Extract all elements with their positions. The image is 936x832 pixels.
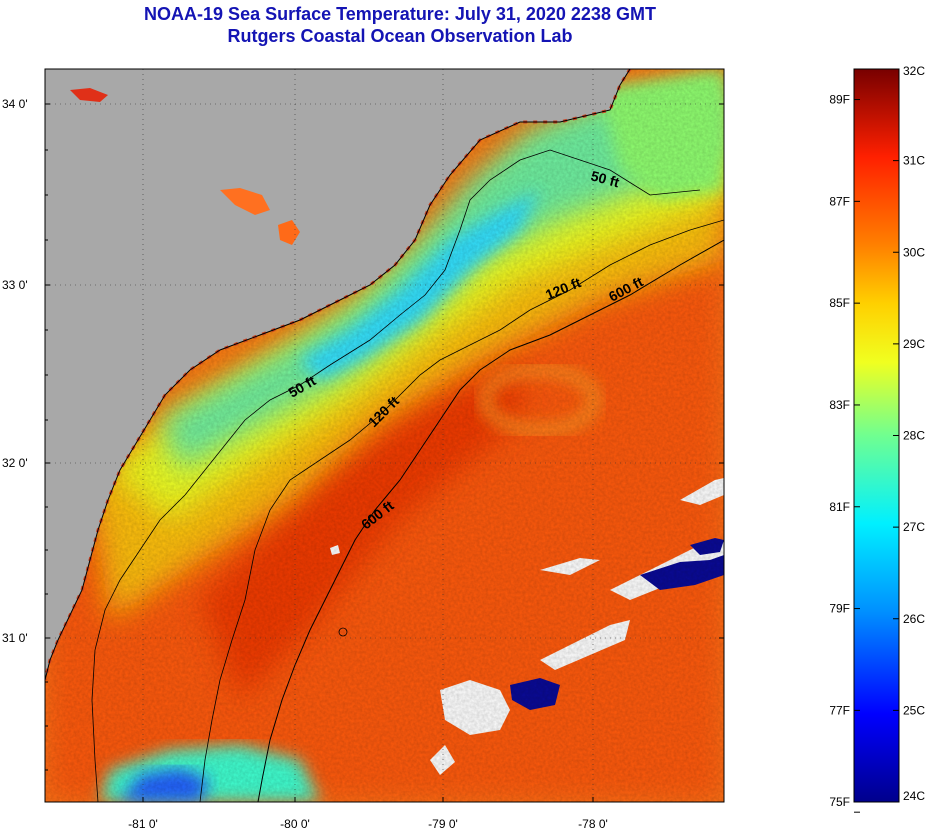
colorbar-celsius-labels: 32C 31C 30C 29C 28C 27C 26C 25C 24C [903,64,925,803]
isobath-50ft [91,149,701,802]
lat-label-33: 33 0' [2,278,28,292]
colorbar-fahrenheit-label: 83F [829,398,850,412]
map-subtitle: Rutgers Coastal Ocean Observation Lab [227,26,573,46]
isobath-120ft [199,219,724,802]
colorbar-fahrenheit-label: 75F [829,795,850,809]
colorbar-fahrenheit-label: 85F [829,296,850,310]
lon-label-81: -81 0' [128,817,158,831]
colorbar-celsius-label: 26C [903,612,925,626]
colorbar-celsius-label: 32C [903,64,925,78]
inland-lake [70,88,108,102]
frame-ticks [45,103,724,802]
colorbar-celsius-label: 31C [903,154,925,168]
colorbar-celsius-label: 27C [903,520,925,534]
lon-label-78: -78 0' [578,817,608,831]
lat-label-32: 32 0' [2,456,28,470]
map-frame [44,68,725,803]
inland-lake [220,188,270,215]
colorbar-fahrenheit-label: 89F [829,93,850,107]
isobath-label-50-north: 50 ft [589,167,621,190]
lon-label-79: -79 0' [428,817,458,831]
colorbar [853,68,900,803]
coastline [45,69,631,681]
colorbar-ticks [854,68,899,813]
colorbar-celsius-label: 30C [903,245,925,259]
sst-field [45,69,724,802]
colorbar-fahrenheit-label: 81F [829,500,850,514]
colorbar-fahrenheit-label: 79F [829,602,850,616]
colorbar-celsius-label: 28C [903,429,925,443]
lon-label-80: -80 0' [280,817,310,831]
colorbar-celsius-label: 24C [903,789,925,803]
lat-label-34: 34 0' [2,97,28,111]
inland-lake [278,220,300,245]
colorbar-fahrenheit-label: 87F [829,194,850,208]
lat-label-31: 31 0' [2,631,28,645]
colorbar-celsius-label: 25C [903,703,925,717]
colorbar-celsius-label: 29C [903,337,925,351]
colorbar-fahrenheit-label: 77F [829,703,850,717]
map-title: NOAA-19 Sea Surface Temperature: July 31… [144,4,656,24]
colorbar-fahrenheit-labels: 89F 87F 85F 83F 81F 79F 77F 75F [829,93,850,809]
isobath-600ft [257,239,724,802]
graticule [45,69,724,802]
land-area [45,69,630,680]
